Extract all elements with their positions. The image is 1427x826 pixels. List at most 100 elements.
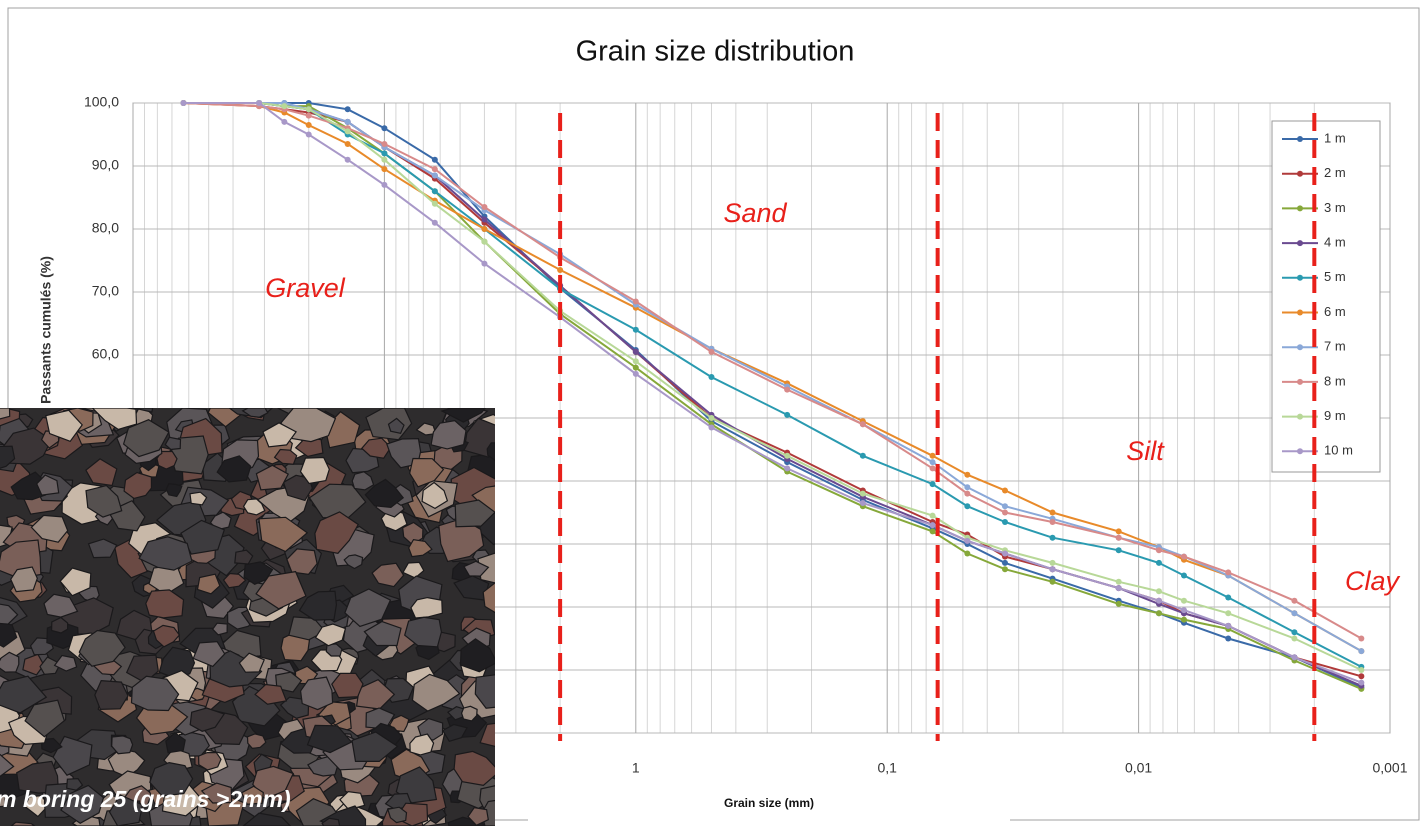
data-point <box>306 106 312 112</box>
legend-marker <box>1297 344 1303 350</box>
legend-marker <box>1297 448 1303 454</box>
legend-marker <box>1297 379 1303 385</box>
data-point <box>708 415 714 421</box>
data-point <box>708 349 714 355</box>
data-point <box>1291 636 1297 642</box>
data-point <box>1050 519 1056 525</box>
data-point <box>633 349 639 355</box>
x-tick-label: 1 <box>632 760 640 776</box>
data-point <box>708 374 714 380</box>
legend-label: 4 m <box>1324 235 1346 250</box>
data-point <box>964 484 970 490</box>
data-point <box>481 239 487 245</box>
data-point <box>633 358 639 364</box>
data-point <box>180 100 186 106</box>
data-point <box>481 261 487 267</box>
data-point <box>381 141 387 147</box>
data-point <box>1050 579 1056 585</box>
data-point <box>1156 598 1162 604</box>
data-point <box>345 119 351 125</box>
data-point <box>1358 636 1364 642</box>
data-point <box>1181 607 1187 613</box>
legend-marker <box>1297 414 1303 420</box>
data-point <box>1050 510 1056 516</box>
x-axis-label: Grain size (mm) <box>724 796 814 810</box>
data-point <box>381 157 387 163</box>
chart-title: Grain size distribution <box>576 36 855 68</box>
data-point <box>481 204 487 210</box>
x-tick-label: 0,01 <box>1125 760 1152 776</box>
data-point <box>1291 629 1297 635</box>
legend-marker <box>1297 171 1303 177</box>
data-point <box>432 157 438 163</box>
data-point <box>860 491 866 497</box>
data-point <box>930 513 936 519</box>
data-point <box>930 459 936 465</box>
data-point <box>1181 573 1187 579</box>
y-axis-label: Passants cumulés (%) <box>38 256 54 404</box>
data-point <box>964 538 970 544</box>
data-point <box>930 465 936 471</box>
data-point <box>1358 648 1364 654</box>
data-point <box>633 371 639 377</box>
data-point <box>1116 535 1122 541</box>
data-point <box>1156 560 1162 566</box>
data-point <box>381 150 387 156</box>
data-point <box>345 141 351 147</box>
data-point <box>256 100 262 106</box>
data-point <box>481 217 487 223</box>
data-point <box>1116 579 1122 585</box>
data-point <box>930 522 936 528</box>
data-point <box>306 132 312 138</box>
data-point <box>1181 617 1187 623</box>
legend-label: 3 m <box>1324 200 1346 215</box>
data-point <box>432 220 438 226</box>
data-point <box>1002 503 1008 509</box>
legend-label: 9 m <box>1324 408 1346 423</box>
legend-marker <box>1297 310 1303 316</box>
legend-label: 7 m <box>1324 339 1346 354</box>
data-point <box>964 491 970 497</box>
zone-label: Gravel <box>265 273 346 303</box>
y-tick-label: 90,0 <box>92 157 119 173</box>
data-point <box>432 166 438 172</box>
data-point <box>1291 654 1297 660</box>
data-point <box>432 188 438 194</box>
data-point <box>1358 667 1364 673</box>
data-point <box>964 472 970 478</box>
legend: 1 m2 m3 m4 m5 m6 m7 m8 m9 m10 m <box>1272 121 1380 472</box>
data-point <box>381 125 387 131</box>
zone-label: Silt <box>1126 436 1165 466</box>
legend-marker <box>1297 275 1303 281</box>
x-tick-label: 0,1 <box>877 760 897 776</box>
gravel-stone <box>95 681 128 710</box>
y-tick-label: 60,0 <box>92 346 119 362</box>
data-point <box>1116 585 1122 591</box>
data-point <box>784 465 790 471</box>
chart: 0,010,020,030,040,050,060,070,080,090,01… <box>0 0 1427 826</box>
data-point <box>1156 547 1162 553</box>
data-point <box>381 182 387 188</box>
legend-marker <box>1297 240 1303 246</box>
data-point <box>1181 598 1187 604</box>
data-point <box>930 481 936 487</box>
data-point <box>1050 560 1056 566</box>
data-point <box>930 528 936 534</box>
data-point <box>1002 550 1008 556</box>
data-point <box>1002 560 1008 566</box>
y-tick-label: 70,0 <box>92 283 119 299</box>
data-point <box>1002 519 1008 525</box>
photo-caption: m boring 25 (grains >2mm) <box>0 786 291 812</box>
data-point <box>306 122 312 128</box>
data-point <box>784 387 790 393</box>
data-point <box>1156 610 1162 616</box>
data-point <box>1002 487 1008 493</box>
legend-marker <box>1297 136 1303 142</box>
data-point <box>784 453 790 459</box>
data-point <box>1291 598 1297 604</box>
legend-marker <box>1297 205 1303 211</box>
data-point <box>1050 535 1056 541</box>
data-point <box>1181 554 1187 560</box>
data-point <box>1358 673 1364 679</box>
data-point <box>306 113 312 119</box>
